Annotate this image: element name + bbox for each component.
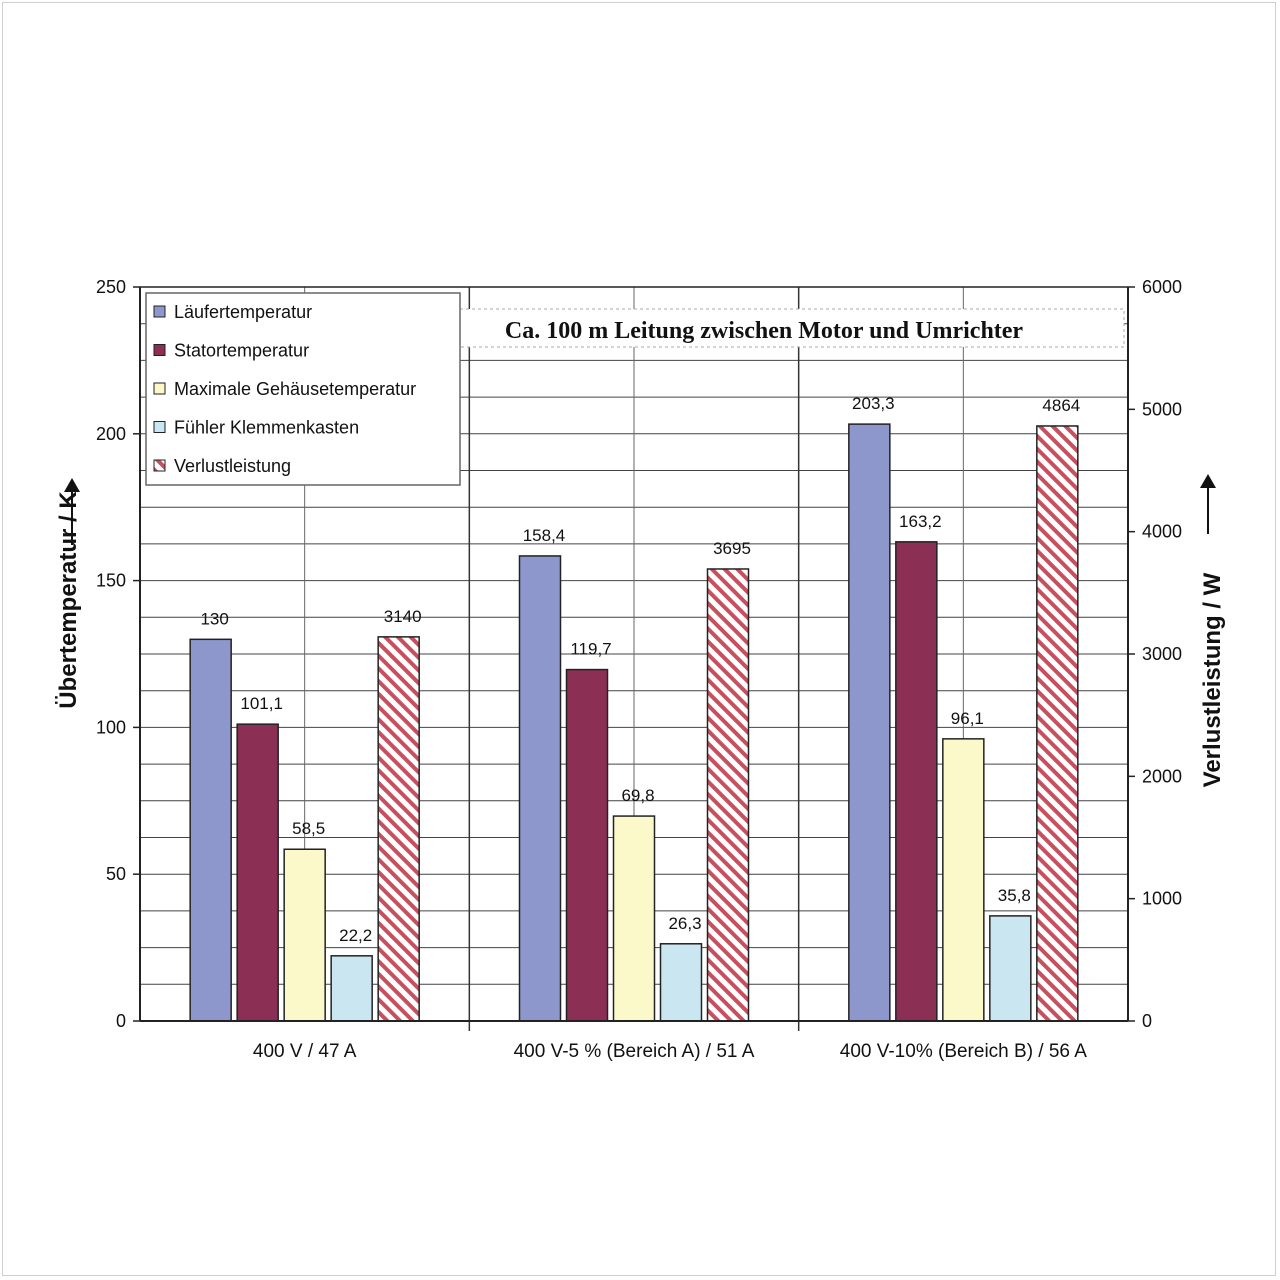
annotation-box bbox=[459, 308, 1125, 348]
legend-swatch bbox=[153, 344, 166, 356]
legend-label: Verlustleistung bbox=[174, 456, 291, 476]
data-label: 130 bbox=[200, 609, 228, 628]
data-label: 69,8 bbox=[621, 786, 654, 805]
right-tick-label: 6000 bbox=[1142, 277, 1182, 297]
data-label: 35,8 bbox=[998, 886, 1031, 905]
right-tick-label: 0 bbox=[1142, 1011, 1152, 1031]
legend-label: Maximale Gehäusetemperatur bbox=[174, 379, 416, 399]
left-tick-label: 250 bbox=[96, 277, 126, 297]
right-tick-label: 2000 bbox=[1142, 766, 1182, 786]
legend-label: Läufertemperatur bbox=[174, 302, 312, 322]
y2-axis-title: Verlustleistung / W bbox=[1199, 572, 1226, 787]
legend-box bbox=[145, 292, 461, 486]
left-tick-label: 100 bbox=[96, 717, 126, 737]
y-axis-title: Übertemperatur / K bbox=[55, 491, 82, 709]
data-label: 203,3 bbox=[852, 394, 895, 413]
bar-3-1 bbox=[283, 848, 326, 1022]
bar-2-3 bbox=[895, 541, 938, 1022]
data-label: 119,7 bbox=[570, 640, 611, 659]
bars bbox=[189, 423, 1079, 1022]
legend-swatch bbox=[153, 421, 166, 433]
right-tick-label: 3000 bbox=[1142, 644, 1182, 664]
y-axis-arrowhead bbox=[64, 478, 80, 492]
right-tick-label: 5000 bbox=[1142, 399, 1182, 419]
bar-5-3 bbox=[1036, 425, 1079, 1022]
bar-5-1 bbox=[377, 636, 420, 1022]
bar-2-2 bbox=[565, 668, 609, 1022]
y2-axis-arrowhead bbox=[1200, 474, 1216, 488]
left-tick-label: 50 bbox=[106, 864, 126, 884]
data-label: 3140 bbox=[384, 607, 422, 626]
data-label: 58,5 bbox=[292, 819, 325, 838]
axes bbox=[133, 286, 1135, 1022]
left-tick-label: 0 bbox=[116, 1011, 126, 1031]
right-tick-label: 4000 bbox=[1142, 522, 1182, 542]
category-label: 400 V-10% (Bereich B) / 56 A bbox=[840, 1041, 1087, 1062]
data-label: 3695 bbox=[713, 539, 751, 558]
legend-swatch bbox=[153, 459, 166, 472]
bar-4-2 bbox=[659, 943, 703, 1022]
legend-label: Statortemperatur bbox=[174, 341, 309, 361]
data-label: 158,4 bbox=[523, 526, 566, 545]
bar-1-3 bbox=[848, 423, 891, 1022]
data-label: 96,1 bbox=[951, 709, 984, 728]
data-label: 163,2 bbox=[899, 512, 942, 531]
bar-3-3 bbox=[942, 738, 985, 1022]
bar-4-3 bbox=[989, 915, 1032, 1022]
left-tick-label: 200 bbox=[96, 424, 126, 444]
legend-swatch bbox=[153, 382, 166, 395]
bar-2-1 bbox=[236, 723, 279, 1022]
data-label: 22,2 bbox=[339, 926, 372, 945]
data-label: 101,1 bbox=[240, 694, 283, 713]
labels: 130 158,4 203,3 101,1 119,7 163,2 58,5 69,8 96,1… bbox=[55, 277, 1226, 1062]
category-label: 400 V-5 % (Bereich A) / 51 A bbox=[514, 1041, 755, 1062]
category-label: 400 V / 47 A bbox=[253, 1041, 357, 1062]
legend-swatch bbox=[153, 305, 166, 318]
bar-1-2 bbox=[518, 555, 562, 1022]
bar-3-2 bbox=[612, 815, 656, 1022]
right-tick-label: 1000 bbox=[1142, 889, 1182, 909]
bar-4-1 bbox=[330, 955, 373, 1022]
bar-1-1 bbox=[189, 638, 232, 1022]
left-tick-label: 150 bbox=[96, 571, 126, 591]
legend-label: Fühler Klemmenkasten bbox=[174, 418, 359, 438]
data-label: 26,3 bbox=[668, 914, 701, 933]
bar-5-2 bbox=[706, 568, 750, 1022]
annotation-text: Ca. 100 m Leitung zwischen Motor und Umr… bbox=[505, 318, 1024, 344]
data-label: 4864 bbox=[1042, 396, 1080, 415]
legend: Läufertemperatur Statortemperatur Maximale… bbox=[145, 292, 461, 486]
